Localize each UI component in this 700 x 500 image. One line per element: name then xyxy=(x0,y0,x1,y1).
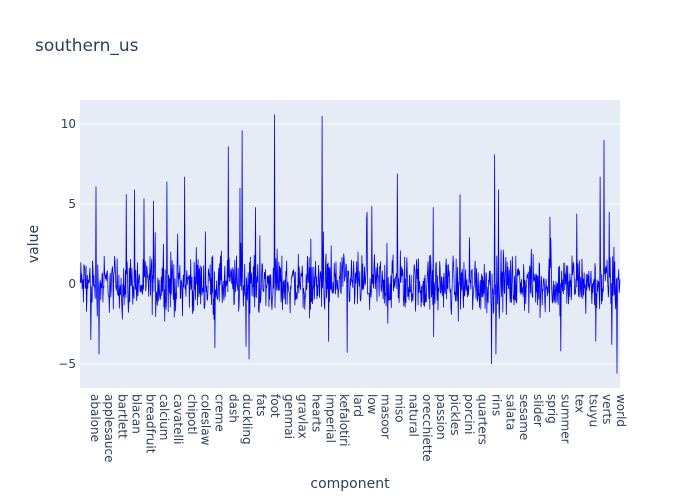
x-tick-label: tex xyxy=(573,394,587,413)
x-tick-label: world xyxy=(614,394,628,427)
x-tick-label: salata xyxy=(503,394,517,430)
x-tick-label: low xyxy=(365,394,379,415)
plot-area xyxy=(80,100,620,388)
x-tick-label: cavatelli xyxy=(171,394,185,445)
x-tick-label: rins xyxy=(489,394,503,416)
x-tick-label: lard xyxy=(351,394,365,417)
x-tick-label: tsuyu xyxy=(586,394,600,427)
x-tick-label: genmai xyxy=(282,394,296,439)
x-tick-label: gravlax xyxy=(296,394,310,439)
x-tick-label: fats xyxy=(254,394,268,417)
x-tick-label: masoor xyxy=(379,394,393,439)
x-tick-label: hearts xyxy=(309,394,323,432)
x-tick-label: summer xyxy=(559,394,573,444)
chart-title: southern_us xyxy=(35,36,139,56)
y-tick-label: 10 xyxy=(61,117,76,131)
x-axis-title: component xyxy=(310,476,390,492)
series-line xyxy=(79,114,621,374)
y-axis-ticks: −5 0 5 10 xyxy=(58,117,76,371)
x-tick-label: abalone xyxy=(88,394,102,442)
x-tick-label: miso xyxy=(393,394,407,423)
x-tick-label: foot xyxy=(268,394,282,418)
x-tick-label: bartlett xyxy=(116,394,130,439)
x-tick-label: breadfruit xyxy=(143,394,157,454)
x-tick-label: verts xyxy=(600,394,614,424)
x-tick-label: porcini xyxy=(462,394,476,435)
x-tick-label: duckling xyxy=(240,394,254,445)
x-tick-label: orecchiette xyxy=(420,394,434,462)
x-tick-label: blacan xyxy=(129,394,143,434)
x-tick-label: applesauce xyxy=(102,394,116,463)
y-axis-title: value xyxy=(26,225,42,263)
x-tick-label: sprig xyxy=(545,394,559,424)
x-tick-label: dash xyxy=(226,394,240,423)
x-tick-label: quarters xyxy=(476,394,490,445)
x-tick-label: pickles xyxy=(448,394,462,435)
x-axis-ticks: abalone applesauce bartlett blacan breadfrui… xyxy=(88,394,628,463)
y-tick-label: −5 xyxy=(58,357,76,371)
x-tick-label: coleslaw xyxy=(199,394,213,446)
x-tick-label: natural xyxy=(406,394,420,437)
x-tick-label: slider xyxy=(531,394,545,427)
y-tick-label: 0 xyxy=(68,277,76,291)
x-tick-label: passion xyxy=(434,394,448,440)
x-tick-label: imperial xyxy=(323,394,337,443)
x-tick-label: sesame xyxy=(517,394,531,440)
x-tick-label: creme xyxy=(213,394,227,432)
x-tick-label: calcium xyxy=(157,394,171,441)
x-tick-label: kefalotiri xyxy=(337,394,351,446)
y-tick-label: 5 xyxy=(68,197,76,211)
x-tick-label: chipotl xyxy=(185,394,199,435)
